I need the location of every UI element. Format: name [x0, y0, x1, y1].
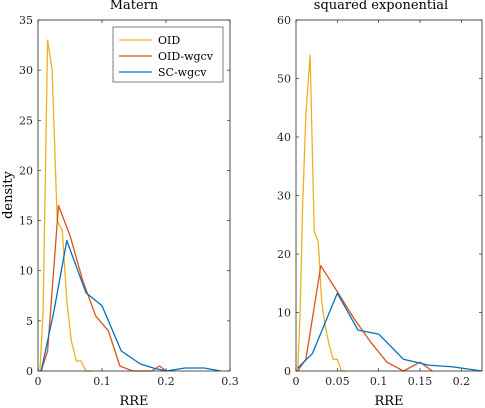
x-tick-label: 0: [293, 375, 300, 388]
y-tick-label: 10: [277, 307, 291, 320]
x-tick-label: 0.1: [370, 375, 388, 388]
legend-label-oid-wgcv: OID-wgcv: [158, 50, 214, 63]
axes-box: [37, 19, 231, 372]
panel-matern: Matern 0 0.1 0.2 0.3 0 5 10 15 20 25 30 35 RRE dens…: [1, 0, 239, 408]
y-tick-label: 10: [19, 265, 33, 278]
y-tick-label: 40: [277, 131, 291, 144]
x-axis-label: RRE: [119, 394, 148, 408]
panel-title: Matern: [110, 0, 159, 13]
x-tick-label: 0.2: [157, 375, 175, 388]
x-tick-label: 0.05: [325, 375, 350, 388]
legend-label-sc-wgcv: SC-wgcv: [158, 66, 207, 79]
series-line-oid-wgcv: [297, 265, 433, 372]
y-tick-label: 15: [19, 215, 33, 228]
panel-squared-exponential: squared exponential 0 0.05 0.1 0.15 0.2 0 10 20…: [277, 0, 483, 408]
series-line-oid: [39, 39, 93, 372]
y-axis-label: density: [1, 170, 16, 218]
y-tick-label: 50: [277, 73, 291, 86]
y-tick-label: 60: [277, 14, 291, 27]
y-tick-label: 20: [277, 248, 291, 261]
y-tick-label: 30: [19, 64, 33, 77]
legend-box: [112, 26, 224, 83]
y-tick-label: 20: [19, 164, 33, 177]
series-line-oid: [297, 54, 346, 372]
x-tick-label: 0: [35, 375, 42, 388]
x-tick-label: 0.1: [93, 375, 111, 388]
series-line-sc-wgcv: [297, 292, 483, 372]
y-tick-label: 30: [277, 190, 291, 203]
y-tick-label: 25: [19, 114, 33, 127]
x-tick-label: 0.15: [408, 375, 433, 388]
axes-box: [295, 19, 483, 372]
y-tick-label: 35: [19, 14, 33, 27]
series-line-sc-wgcv: [40, 239, 221, 372]
y-tick-label: 5: [26, 315, 33, 328]
legend: OID OID-wgcv SC-wgcv: [112, 26, 224, 83]
y-tick-label: 0: [26, 365, 33, 378]
panel-title: squared exponential: [314, 0, 448, 13]
legend-label-oid: OID: [158, 34, 180, 47]
x-tick-label: 0.2: [453, 375, 471, 388]
x-tick-label: 0.3: [221, 375, 239, 388]
x-axis-label: RRE: [374, 394, 403, 408]
series-line-oid-wgcv: [40, 204, 167, 372]
y-tick-label: 0: [284, 365, 291, 378]
